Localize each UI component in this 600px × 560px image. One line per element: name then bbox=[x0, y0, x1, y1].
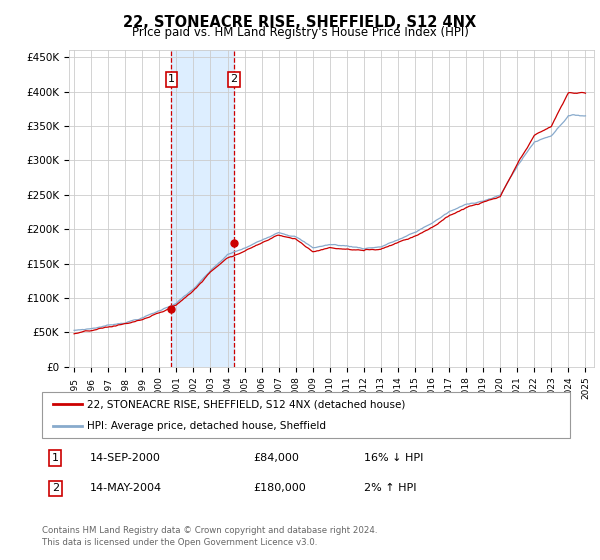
FancyBboxPatch shape bbox=[42, 392, 570, 438]
Text: 2: 2 bbox=[52, 483, 59, 493]
Text: 14-MAY-2004: 14-MAY-2004 bbox=[89, 483, 161, 493]
Text: £180,000: £180,000 bbox=[253, 483, 306, 493]
Bar bbox=[172, 50, 234, 367]
Text: Contains HM Land Registry data © Crown copyright and database right 2024.: Contains HM Land Registry data © Crown c… bbox=[42, 526, 377, 535]
Text: 22, STONEACRE RISE, SHEFFIELD, S12 4NX: 22, STONEACRE RISE, SHEFFIELD, S12 4NX bbox=[124, 15, 476, 30]
Text: 14-SEP-2000: 14-SEP-2000 bbox=[89, 453, 160, 463]
Text: This data is licensed under the Open Government Licence v3.0.: This data is licensed under the Open Gov… bbox=[42, 538, 317, 547]
Text: 2: 2 bbox=[230, 74, 238, 85]
Text: HPI: Average price, detached house, Sheffield: HPI: Average price, detached house, Shef… bbox=[87, 421, 326, 431]
Text: 1: 1 bbox=[168, 74, 175, 85]
Text: Price paid vs. HM Land Registry's House Price Index (HPI): Price paid vs. HM Land Registry's House … bbox=[131, 26, 469, 39]
Text: 2% ↑ HPI: 2% ↑ HPI bbox=[364, 483, 416, 493]
Text: 22, STONEACRE RISE, SHEFFIELD, S12 4NX (detached house): 22, STONEACRE RISE, SHEFFIELD, S12 4NX (… bbox=[87, 399, 405, 409]
Text: £84,000: £84,000 bbox=[253, 453, 299, 463]
Text: 16% ↓ HPI: 16% ↓ HPI bbox=[364, 453, 424, 463]
Text: 1: 1 bbox=[52, 453, 59, 463]
